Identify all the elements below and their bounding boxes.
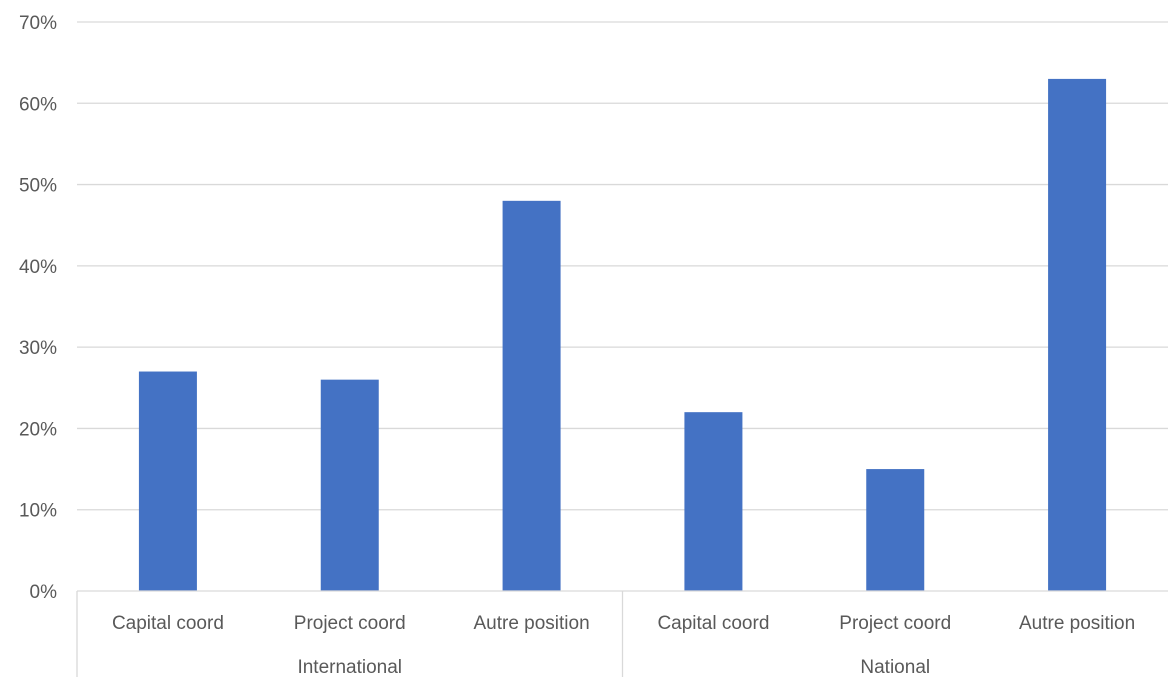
category-label: Capital coord <box>657 613 769 634</box>
y-tick-label: 20% <box>19 419 57 440</box>
bar <box>1048 78 1107 591</box>
category-label: Project coord <box>839 613 951 634</box>
category-label: Project coord <box>294 613 406 634</box>
axes <box>76 590 1168 677</box>
y-tick-label: 50% <box>19 176 57 197</box>
category-label: Autre position <box>1019 613 1135 634</box>
group-label: International <box>297 657 402 677</box>
bar <box>684 412 743 591</box>
y-tick-label: 0% <box>30 582 58 603</box>
category-label: Autre position <box>473 613 589 634</box>
y-tick-label: 40% <box>19 257 57 278</box>
y-tick-label: 60% <box>19 94 57 115</box>
y-tick-label: 30% <box>19 338 57 359</box>
bar <box>866 469 925 591</box>
bars <box>138 78 1107 592</box>
y-tick-label: 10% <box>19 501 57 522</box>
category-label: Capital coord <box>112 613 224 634</box>
axis-labels: 0% 10% 20% 30% 40% 50% 60% 70% Capital coord Proj… <box>19 13 1135 678</box>
bar <box>502 200 561 592</box>
gridlines <box>77 21 1168 511</box>
bar <box>138 371 197 591</box>
group-label: National <box>860 657 930 677</box>
y-tick-label: 70% <box>19 13 57 34</box>
bar <box>320 379 379 591</box>
